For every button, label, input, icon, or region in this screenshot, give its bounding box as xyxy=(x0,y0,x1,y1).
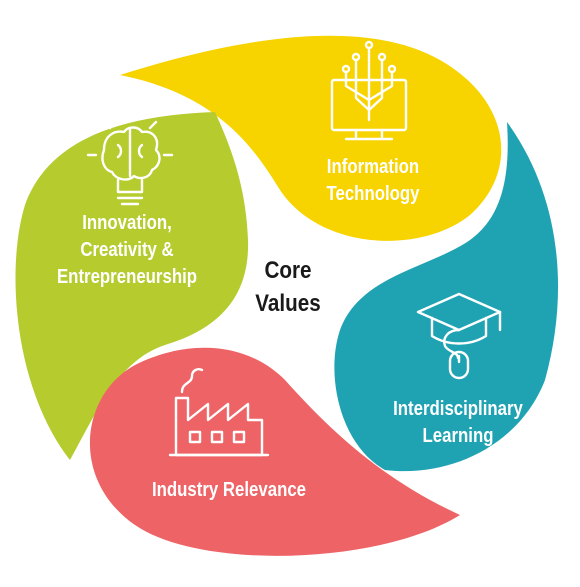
interdisciplinary-learning-petal xyxy=(334,122,559,472)
industry-relevance-petal xyxy=(89,347,460,556)
innovation-line-3: Entrepreneurship xyxy=(56,266,198,288)
brain-lightbulb-icon xyxy=(86,110,174,206)
interdisciplinary-learning-line-2: Learning xyxy=(422,425,494,447)
interdisciplinary-learning-label: Interdisciplinary Learning xyxy=(384,396,532,450)
graduation-cap-mouse-icon xyxy=(416,292,502,380)
factory-icon xyxy=(168,368,270,457)
interdisciplinary-learning-line-1: Interdisciplinary xyxy=(393,398,523,420)
center-title-line-2: Values xyxy=(255,290,321,317)
industry-relevance-line-1: Industry Relevance xyxy=(151,479,307,501)
computer-circuit-icon xyxy=(330,40,408,141)
innovation-line-1: Innovation, xyxy=(82,212,172,234)
innovation-label: Innovation, Creativity & Entrepreneurshi… xyxy=(47,210,207,291)
industry-relevance-label: Industry Relevance xyxy=(141,477,317,504)
information-technology-line-1: Information xyxy=(326,156,420,178)
center-title: Core Values xyxy=(228,254,348,320)
information-technology-label: Information Technology xyxy=(312,154,435,208)
center-title-line-1: Core xyxy=(264,257,312,284)
innovation-line-2: Creativity & xyxy=(80,239,174,261)
information-technology-line-2: Technology xyxy=(326,183,420,205)
innovation-petal xyxy=(15,112,249,460)
